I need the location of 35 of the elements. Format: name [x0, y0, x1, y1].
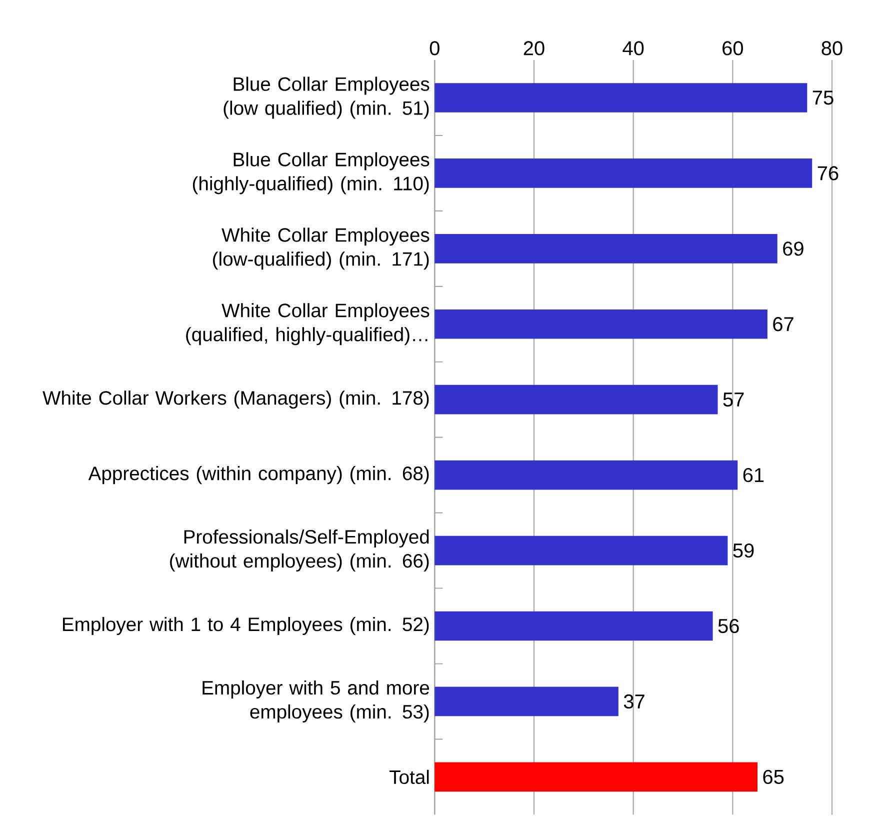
y-tick-label: Blue Collar Employees (low qualified) (min. 51) — [224, 76, 430, 119]
data-label: 75 — [812, 90, 834, 105]
y-tick-label: Employer with 5 and more employees (min. 53) — [202, 680, 430, 722]
x-tick-label: 20 — [524, 41, 544, 56]
bar — [434, 536, 728, 566]
data-label: 67 — [773, 317, 794, 332]
x-tick-label: 0 — [430, 41, 440, 56]
y-tick-label: Blue Collar Employees (highly-qualified) (min. 110) — [192, 152, 430, 194]
data-label: 57 — [723, 392, 744, 407]
bar — [434, 158, 812, 188]
data-label: 37 — [624, 694, 644, 709]
y-tick-label: White Collar Workers (Managers) (min. 178) — [42, 390, 429, 409]
y-tick-label: White Collar Employees (qualified, highly-qualified)… — [186, 303, 430, 346]
y-tick-label: Apprectices (within company) (min. 68) — [88, 466, 429, 484]
x-tick-label: 40 — [622, 41, 644, 56]
bar — [434, 762, 758, 792]
data-label: 76 — [818, 166, 838, 180]
data-label: 65 — [763, 770, 784, 784]
x-tick-label: 80 — [822, 41, 842, 56]
bar — [434, 460, 738, 490]
data-label: 61 — [743, 468, 764, 482]
x-tick-label: 60 — [722, 41, 743, 56]
data-label: 56 — [718, 618, 739, 634]
y-tick-label: White Collar Employees (low-qualified) (min. 171) — [213, 228, 430, 270]
bar — [434, 611, 713, 641]
y-tick-label: Total — [390, 770, 429, 784]
bar — [434, 83, 808, 112]
y-tick-label: Employer with 1 to 4 Employees (min. 52) — [63, 616, 429, 636]
bar — [434, 234, 778, 264]
bar — [434, 309, 768, 339]
data-label: 69 — [783, 242, 804, 256]
bar — [434, 686, 618, 716]
data-label: 59 — [733, 543, 754, 558]
bar — [434, 384, 718, 414]
y-tick-label: Professionals/Self-Employed (without employees) (min. 66) — [170, 530, 429, 572]
